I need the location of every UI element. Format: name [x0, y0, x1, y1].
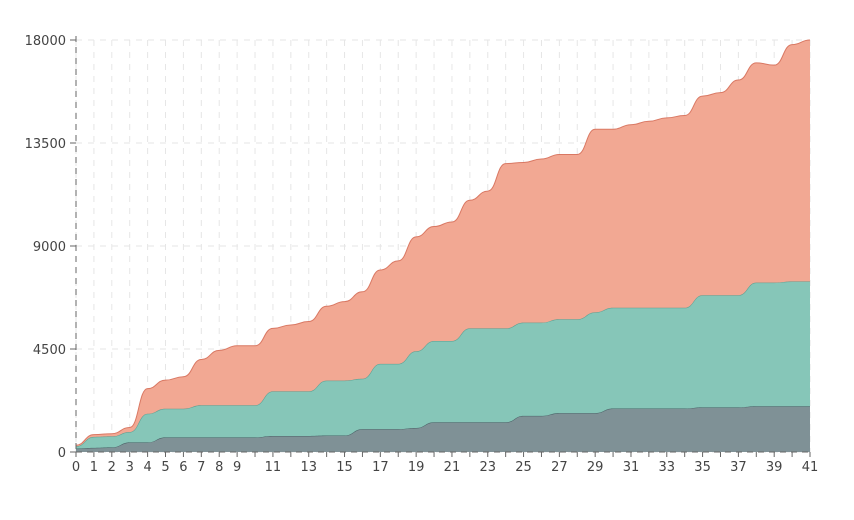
- x-tick-label: 7: [197, 460, 205, 475]
- x-tick-label: 6: [179, 460, 187, 475]
- x-tick-label: 15: [336, 460, 353, 475]
- area-series-2: [76, 40, 810, 447]
- y-tick-label: 4500: [33, 343, 66, 358]
- y-tick-label: 0: [58, 446, 66, 461]
- x-tick-label: 31: [623, 460, 640, 475]
- x-tick-label: 19: [408, 460, 425, 475]
- x-tick-label: 29: [587, 460, 604, 475]
- x-tick-label: 0: [72, 460, 80, 475]
- area-series: [75, 39, 811, 452]
- x-tick-label: 13: [300, 460, 317, 475]
- x-tick-label: 1: [90, 460, 98, 475]
- x-tick-label: 2: [108, 460, 116, 475]
- x-tick-label: 25: [515, 460, 532, 475]
- x-tick-label: 9: [233, 460, 241, 475]
- x-tick-label: 17: [372, 460, 389, 475]
- x-tick-label: 5: [161, 460, 169, 475]
- x-tick-label: 23: [479, 460, 496, 475]
- area-series-2-line: [75, 39, 811, 446]
- area-series-0: [76, 406, 810, 452]
- tick-labels: 0 1 2 3 4 5 6 7 8 9 11 13 15 17 19 21 23 25 27 29 31 33 35 37 39…: [25, 34, 819, 475]
- x-tick-label: 35: [694, 460, 711, 475]
- x-tick-label: 4: [143, 460, 151, 475]
- x-tick-label: 3: [126, 460, 134, 475]
- y-tick-label: 18000: [25, 34, 66, 49]
- x-tick-label: 8: [215, 460, 223, 475]
- y-tick-label: 13500: [25, 137, 66, 152]
- x-tick-label: 21: [444, 460, 461, 475]
- x-tick-label: 41: [802, 460, 819, 475]
- x-tick-label: 39: [766, 460, 783, 475]
- area-series-1: [76, 281, 810, 449]
- y-tick-label: 9000: [33, 240, 66, 255]
- axes: [70, 36, 811, 457]
- x-tick-label: 33: [659, 460, 676, 475]
- x-tick-label: 27: [551, 460, 568, 475]
- x-tick-label: 37: [730, 460, 747, 475]
- x-tick-label: 11: [265, 460, 282, 475]
